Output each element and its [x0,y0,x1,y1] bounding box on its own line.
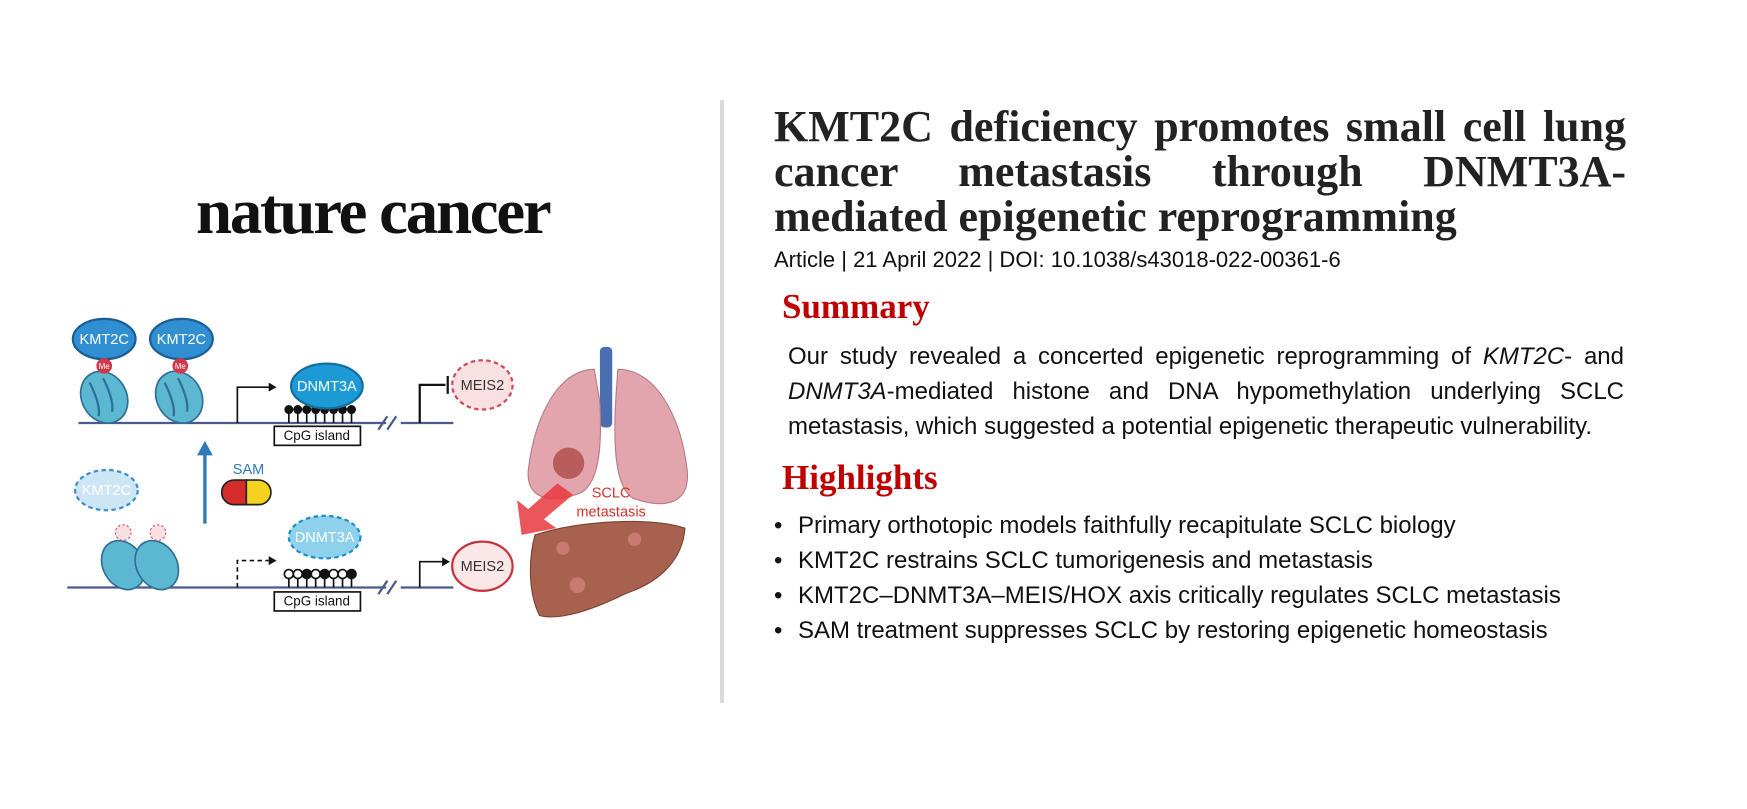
organ-label: metastasis [576,504,645,520]
region-label: CpG island [284,594,350,609]
organ-label: SCLC [592,485,631,501]
highlight-item: Primary orthotopic models faithfully rec… [774,508,1626,543]
highlight-item: SAM treatment suppresses SCLC by restori… [774,613,1626,648]
summary-text: Our study revealed a concerted epigeneti… [788,339,1624,444]
protein-label: DNMT3A [297,379,357,395]
gene-name: KMT2C [1482,343,1565,370]
section-heading: Summary [782,287,930,326]
journal-logo: nature cancer [196,176,551,248]
diagram: KMT2C KMT2C Me Me DNMT3A CpG island MEIS… [67,317,688,618]
methyl-label: Me [99,362,110,371]
highlight-item: KMT2C restrains SCLC tumorigenesis and m… [774,543,1626,578]
text: -mediated histone and DNA hypomethylatio… [788,378,1624,440]
title: KMT2C deficiency promotes small cell lun… [774,102,1626,241]
gene-label: MEIS2 [461,559,505,575]
text-panel: KMT2C deficiency promotes small cell lun… [774,104,1626,648]
text: Our study revealed a concerted epigeneti… [788,343,1483,370]
gene-name: DNMT3A [788,378,887,405]
protein-label: KMT2C [157,332,206,348]
highlight-list: Primary orthotopic models faithfully rec… [774,508,1626,648]
protein-label: KMT2C [82,483,131,499]
protein-label: KMT2C [80,332,129,348]
section-heading: Highlights [782,458,938,497]
methyl-label: Me [175,362,186,371]
figure: nature cancer KMT2C KMT2C Me Me DNMT3A C… [67,176,688,618]
text: - and [1564,343,1624,370]
divider [720,100,724,703]
region-label: CpG island [284,428,350,443]
drug-label: SAM [233,462,265,478]
protein-label: DNMT3A [295,530,355,546]
highlight-item: KMT2C–DNMT3A–MEIS/HOX axis critically re… [774,578,1626,613]
gene-label: MEIS2 [461,378,505,394]
article-meta: Article | 21 April 2022 | DOI: 10.1038/s… [774,247,1341,272]
